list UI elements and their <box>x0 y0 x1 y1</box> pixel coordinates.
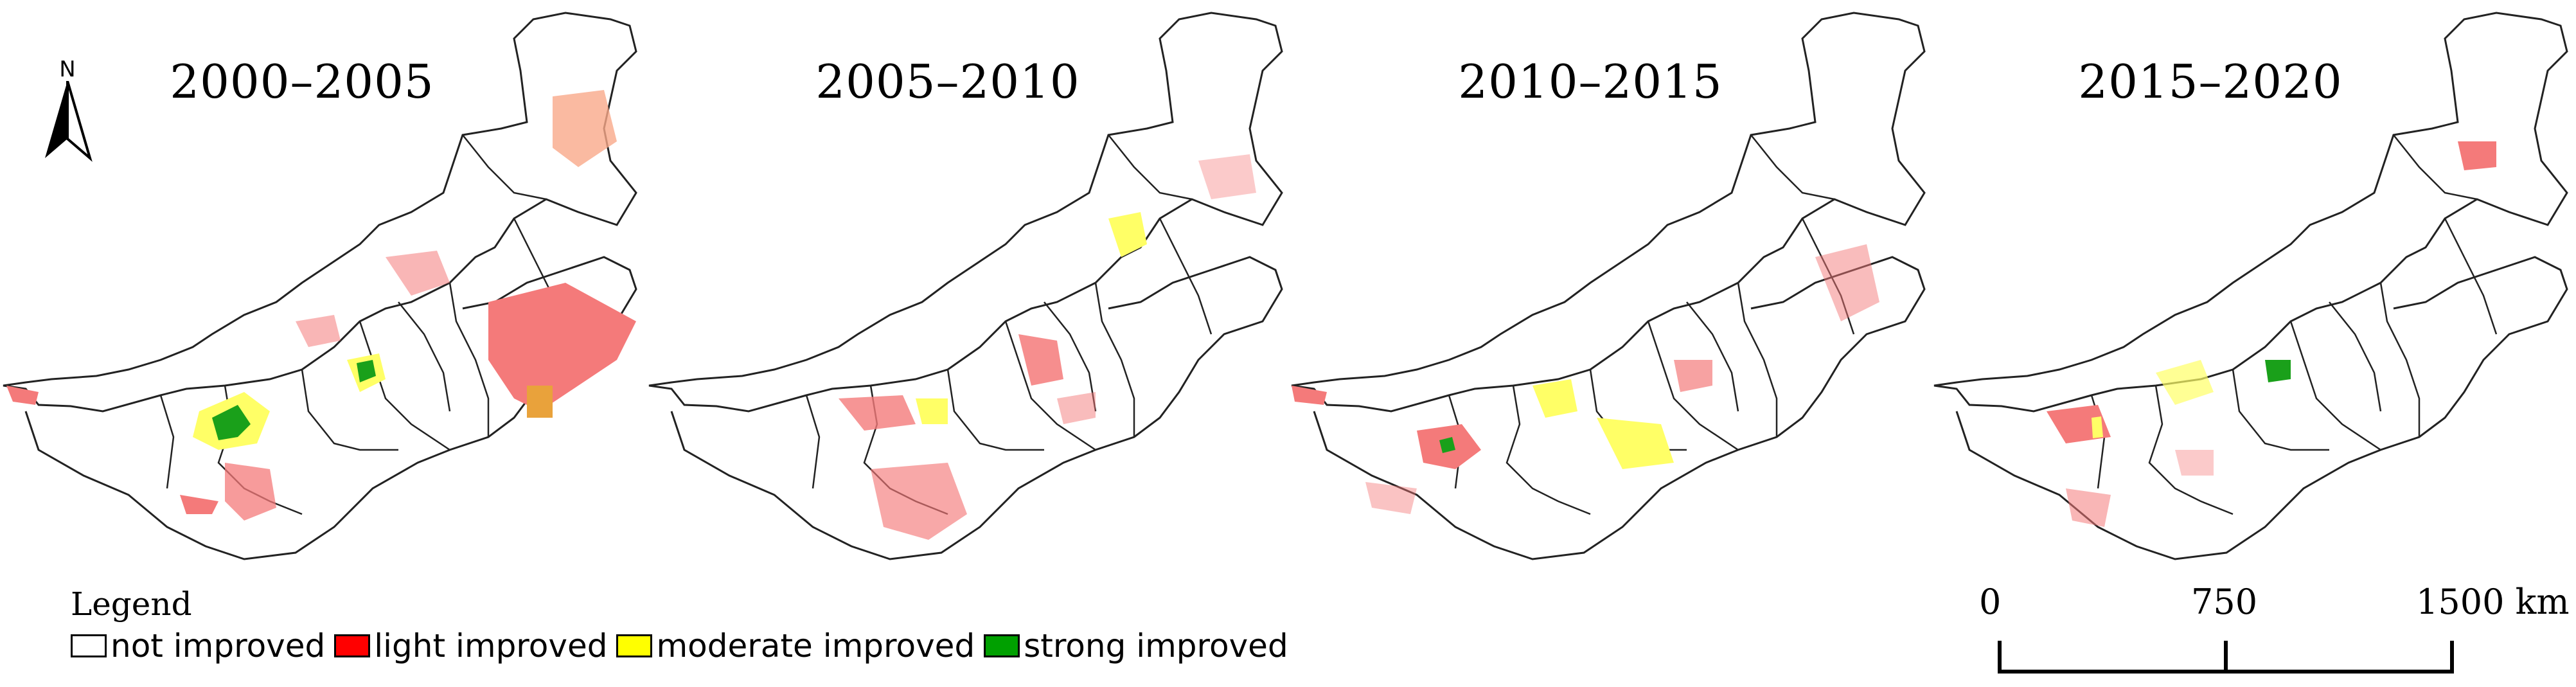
change-patches <box>839 154 1256 540</box>
map-panel-2010-2015 <box>1290 12 1926 560</box>
legend-swatch <box>334 634 371 657</box>
scale-bar-line <box>1998 641 2454 674</box>
scale-bar: 0 750 1500 km <box>1979 582 2570 678</box>
legend-item-strong-improved: strong improved <box>984 627 1288 665</box>
change-patches <box>1292 244 1879 514</box>
change-patches <box>2047 141 2496 527</box>
panel-title-1: 2000–2005 <box>170 55 434 109</box>
map-panel-2015-2020 <box>1933 12 2568 560</box>
map-panel-2000-2005 <box>2 12 637 560</box>
scale-tick-0: 0 <box>1979 582 2002 622</box>
legend-items: not improved light improved moderate imp… <box>71 627 1297 665</box>
legend-swatch <box>984 634 1020 657</box>
legend-label: moderate improved <box>656 627 975 665</box>
legend-item-not-improved: not improved <box>71 627 325 665</box>
legend-item-moderate-improved: moderate improved <box>616 627 975 665</box>
panel-title-2: 2005–2010 <box>815 55 1080 109</box>
map-panel-2005-2010 <box>648 12 1283 560</box>
legend: Legend not improved light improved moder… <box>71 585 1297 665</box>
legend-item-light-improved: light improved <box>334 627 607 665</box>
panel-title-3: 2010–2015 <box>1458 55 1723 109</box>
legend-title: Legend <box>71 585 192 623</box>
panel-title-4: 2015–2020 <box>2078 55 2343 109</box>
legend-label: not improved <box>111 627 326 665</box>
scale-tick-1500: 1500 km <box>2416 582 2570 622</box>
legend-label: strong improved <box>1024 627 1288 665</box>
legend-swatch <box>71 634 107 657</box>
change-patches <box>6 90 636 521</box>
legend-swatch <box>616 634 653 657</box>
scale-tick-750: 750 <box>2191 582 2258 622</box>
north-arrow: N <box>39 58 96 167</box>
legend-label: light improved <box>374 627 608 665</box>
north-arrow-icon <box>45 80 93 162</box>
north-label: N <box>59 57 76 82</box>
